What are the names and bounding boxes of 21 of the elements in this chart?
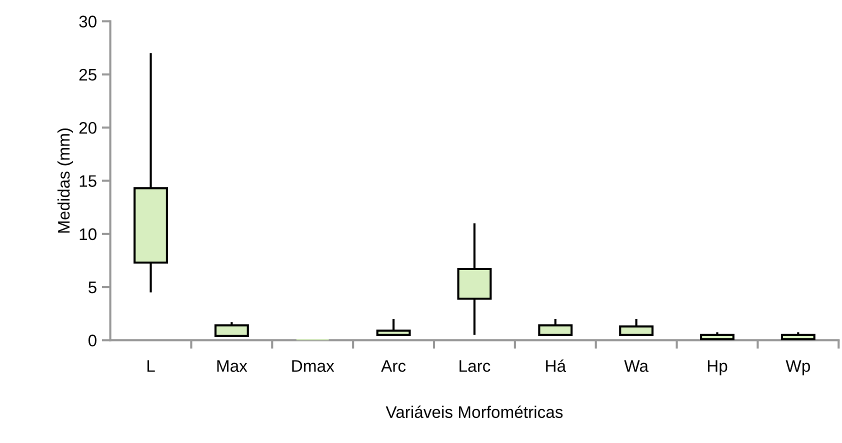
x-tick-label: Dmax	[292, 360, 334, 372]
y-axis-title: Medidas (mm)	[57, 128, 74, 233]
x-tick-label: L	[148, 360, 155, 372]
x-tick-label: Larc	[460, 360, 490, 372]
x-tick-label: Hp	[708, 360, 728, 376]
y-tick-label: 20	[79, 122, 96, 134]
y-tick-label: 25	[79, 68, 96, 81]
x-tick-label: Max	[217, 360, 248, 372]
candlestick	[134, 52, 168, 294]
candlestick	[376, 318, 411, 336]
x-tick-label: Há	[546, 359, 566, 372]
y-tick-label: 30	[79, 16, 96, 28]
y-tick-label: 0	[88, 334, 96, 346]
y-tick-label: 10	[80, 228, 96, 240]
x-tick-label: Arc	[381, 360, 406, 372]
y-tick-label: 5	[88, 282, 96, 294]
x-axis-title: Variáveis Morfométricas	[386, 406, 563, 418]
x-tick-label: Wa	[624, 360, 649, 372]
y-tick-label: 15	[80, 175, 96, 187]
x-tick-label: Wp	[786, 360, 810, 376]
candlestick	[457, 222, 492, 336]
